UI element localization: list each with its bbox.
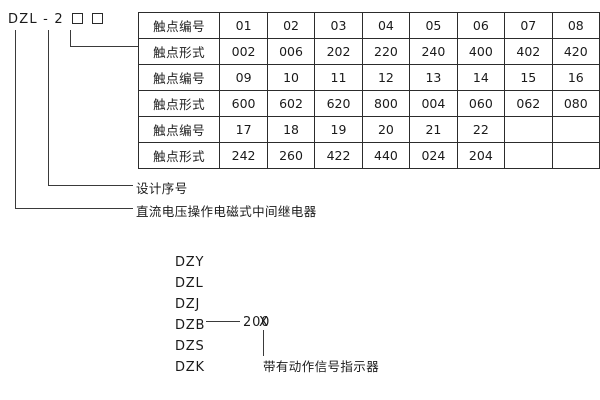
series-item: DZJ <box>175 297 201 312</box>
table-row: 触点编号 09 10 11 12 13 14 15 16 <box>137 64 600 91</box>
table-cell: 080 <box>551 90 600 117</box>
leader-line-prefix-horizontal <box>15 208 133 209</box>
table-row: 触点形式 242 260 422 440 024 204 <box>137 142 600 169</box>
table-cell: 17 <box>219 116 268 143</box>
table-cell: 09 <box>219 64 268 91</box>
table-cell: 05 <box>409 12 458 39</box>
table-cell: 800 <box>361 90 411 117</box>
leader-line-indicator-vertical <box>263 330 264 356</box>
row-header: 触点编号 <box>137 116 221 143</box>
table-cell: 004 <box>409 90 458 117</box>
series-list: DZY DZL DZJ DZB DZS DZK <box>175 252 205 378</box>
table-cell: 220 <box>361 38 411 65</box>
row-header: 触点形式 <box>137 90 221 117</box>
table-cell: 07 <box>504 12 553 39</box>
row-header: 触点编号 <box>137 64 221 91</box>
leader-line-prefix-vertical <box>15 30 16 208</box>
table-cell: 006 <box>266 38 316 65</box>
model-code: DZL - 2 <box>8 13 103 27</box>
table-cell: 15 <box>504 64 553 91</box>
table-cell-empty <box>504 116 553 143</box>
leader-line-series-horizontal <box>48 185 133 186</box>
model-prefix: DZL <box>8 12 38 27</box>
series-item: DZL <box>175 276 204 291</box>
table-cell: 002 <box>219 38 268 65</box>
series-item: DZS <box>175 339 205 354</box>
series-item: DZK <box>175 360 205 375</box>
model-separator: - <box>43 12 50 27</box>
table-cell: 18 <box>266 116 316 143</box>
table-cell: 10 <box>266 64 316 91</box>
table-cell: 602 <box>266 90 316 117</box>
table-row: 触点形式 600 602 620 800 004 060 062 080 <box>137 90 600 117</box>
suffix-letter: X <box>259 315 268 330</box>
table-cell: 440 <box>361 142 411 169</box>
table-cell: 024 <box>409 142 458 169</box>
table-cell: 22 <box>456 116 506 143</box>
label-design-number: 设计序号 <box>136 181 188 196</box>
table-row: 触点形式 002 006 202 220 240 400 402 420 <box>137 38 600 65</box>
table-cell: 060 <box>456 90 506 117</box>
table-cell-empty <box>504 142 553 169</box>
table-cell: 242 <box>219 142 268 169</box>
table-cell: 260 <box>266 142 316 169</box>
table-cell: 06 <box>456 12 506 39</box>
table-row: 触点编号 17 18 19 20 21 22 <box>137 116 600 143</box>
table-cell: 04 <box>361 12 411 39</box>
suffix-number: 200 <box>243 315 271 330</box>
table-cell: 13 <box>409 64 458 91</box>
table-cell: 01 <box>219 12 268 39</box>
row-header: 触点形式 <box>137 38 221 65</box>
table-cell: 062 <box>504 90 553 117</box>
table-cell-empty <box>551 142 600 169</box>
table-cell: 14 <box>456 64 506 91</box>
table-cell: 202 <box>314 38 363 65</box>
table-cell: 12 <box>361 64 411 91</box>
table-cell: 03 <box>314 12 363 39</box>
leader-line-placeholder-horizontal <box>70 46 138 47</box>
table-cell: 402 <box>504 38 553 65</box>
series-item: DZY <box>175 255 205 270</box>
leader-line-series-vertical <box>48 30 49 185</box>
table-cell: 620 <box>314 90 363 117</box>
leader-line-placeholder-vertical <box>70 30 71 47</box>
table-cell: 240 <box>409 38 458 65</box>
label-relay-description: 直流电压操作电磁式中间继电器 <box>136 204 317 219</box>
table-cell: 16 <box>551 64 600 91</box>
table-cell: 21 <box>409 116 458 143</box>
table-cell: 02 <box>266 12 316 39</box>
table-cell: 08 <box>551 12 600 39</box>
table-cell: 11 <box>314 64 363 91</box>
leader-line-suffix-horizontal <box>206 321 240 322</box>
table-cell-empty <box>551 116 600 143</box>
series-item: DZB <box>175 318 206 333</box>
label-indicator-note: 带有动作信号指示器 <box>263 359 380 374</box>
table-cell: 20 <box>361 116 411 143</box>
table-cell: 420 <box>551 38 600 65</box>
table-cell: 600 <box>219 90 268 117</box>
table-cell: 204 <box>456 142 506 169</box>
table-row: 触点编号 01 02 03 04 05 06 07 08 <box>137 12 600 39</box>
model-series-digit: 2 <box>54 12 64 27</box>
contact-table: 触点编号 01 02 03 04 05 06 07 08 触点形式 002 00… <box>137 12 600 169</box>
table-cell: 19 <box>314 116 363 143</box>
table-cell: 422 <box>314 142 363 169</box>
model-placeholder-box-1 <box>72 13 84 24</box>
table-cell: 400 <box>456 38 506 65</box>
row-header: 触点形式 <box>137 142 221 169</box>
model-placeholder-box-2 <box>91 13 103 24</box>
row-header: 触点编号 <box>137 12 221 39</box>
